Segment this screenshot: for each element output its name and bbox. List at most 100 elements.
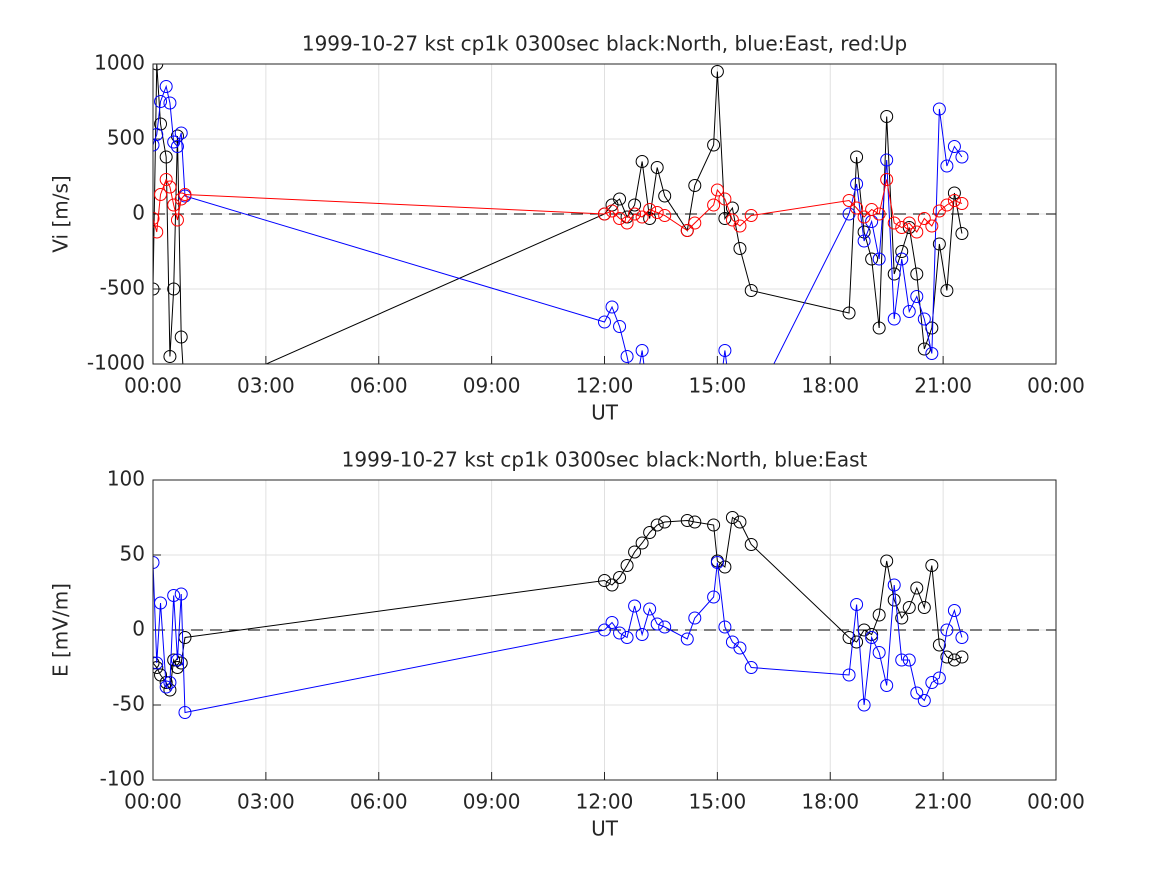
x-tick-label: 12:00 bbox=[576, 374, 634, 398]
data-point bbox=[872, 207, 886, 221]
data-point bbox=[902, 305, 916, 318]
data-point bbox=[163, 683, 177, 697]
data-point bbox=[620, 350, 634, 363]
data-point bbox=[178, 188, 192, 201]
data-point bbox=[842, 306, 856, 320]
data-point bbox=[153, 282, 160, 296]
data-point bbox=[940, 623, 954, 637]
y-tick-label: 0 bbox=[132, 617, 145, 641]
data-point bbox=[658, 620, 672, 634]
data-point bbox=[153, 656, 164, 670]
data-point bbox=[718, 560, 732, 574]
data-point bbox=[170, 213, 184, 227]
data-point bbox=[910, 225, 924, 239]
data-point bbox=[170, 140, 184, 153]
data-point bbox=[707, 138, 721, 152]
data-point bbox=[605, 204, 619, 218]
data-point bbox=[850, 150, 864, 164]
data-point bbox=[650, 206, 664, 219]
data-point bbox=[880, 110, 894, 123]
data-point bbox=[153, 128, 164, 141]
data-point bbox=[598, 315, 611, 329]
data-point bbox=[163, 180, 177, 194]
x-tick-label: 21:00 bbox=[914, 790, 972, 814]
data-point bbox=[680, 632, 694, 646]
data-point bbox=[643, 602, 657, 616]
data-point bbox=[707, 518, 721, 532]
data-point bbox=[733, 641, 747, 655]
data-point bbox=[744, 661, 758, 674]
x-tick-label: 12:00 bbox=[576, 790, 634, 814]
data-point bbox=[947, 653, 961, 667]
data-point bbox=[620, 559, 634, 572]
axes-box bbox=[152, 479, 1057, 781]
data-point bbox=[167, 282, 181, 296]
y-tick-label: -100 bbox=[100, 767, 145, 791]
data-point bbox=[955, 650, 969, 664]
data-point bbox=[598, 623, 611, 637]
data-point bbox=[628, 545, 642, 559]
data-point bbox=[688, 515, 702, 529]
data-point bbox=[153, 225, 164, 239]
data-point bbox=[159, 80, 173, 93]
data-point bbox=[605, 616, 619, 629]
data-point bbox=[947, 186, 961, 200]
axes-box bbox=[152, 63, 1057, 365]
data-point bbox=[688, 216, 702, 230]
data-point bbox=[680, 224, 694, 237]
data-point bbox=[880, 153, 894, 167]
x-tick-label: 00:00 bbox=[124, 790, 182, 814]
data-point bbox=[940, 159, 954, 173]
x-tick-label: 00:00 bbox=[1027, 374, 1085, 398]
data-point bbox=[887, 216, 901, 230]
data-point bbox=[167, 135, 181, 149]
data-point bbox=[917, 312, 931, 326]
data-point bbox=[872, 321, 886, 335]
data-point bbox=[174, 587, 188, 601]
data-point bbox=[947, 194, 961, 207]
data-point bbox=[917, 342, 931, 356]
data-point bbox=[733, 219, 747, 233]
data-point bbox=[628, 599, 642, 613]
data-point bbox=[178, 706, 192, 719]
data-point bbox=[895, 245, 909, 258]
data-point bbox=[872, 252, 886, 266]
x-axis-label: UT bbox=[591, 817, 619, 841]
data-point bbox=[910, 581, 924, 595]
series-line bbox=[153, 178, 963, 233]
data-point bbox=[718, 344, 732, 357]
data-point bbox=[865, 203, 879, 216]
data-point bbox=[895, 653, 909, 667]
data-point bbox=[658, 189, 672, 203]
x-tick-label: 09:00 bbox=[463, 790, 521, 814]
data-point bbox=[955, 150, 969, 164]
data-point bbox=[947, 604, 961, 617]
data-point bbox=[159, 680, 173, 694]
data-point bbox=[613, 571, 627, 584]
data-point bbox=[887, 593, 901, 607]
data-point bbox=[925, 347, 939, 360]
x-tick-label: 00:00 bbox=[1027, 790, 1085, 814]
data-point bbox=[932, 638, 946, 652]
data-point bbox=[910, 267, 924, 281]
series-group bbox=[153, 64, 969, 364]
data-point bbox=[159, 676, 173, 689]
data-point bbox=[598, 574, 611, 587]
y-tick-label: -1000 bbox=[87, 351, 145, 375]
data-point bbox=[910, 686, 924, 700]
data-point bbox=[940, 284, 954, 297]
data-point bbox=[688, 611, 702, 625]
y-tick-label: -500 bbox=[100, 276, 145, 300]
data-point bbox=[153, 64, 164, 71]
data-point bbox=[932, 102, 946, 116]
data-point bbox=[955, 197, 969, 210]
data-point bbox=[635, 210, 649, 224]
chart-title: 1999-10-27 kst cp1k 0300sec black:North,… bbox=[342, 448, 868, 472]
data-point bbox=[598, 207, 611, 221]
data-point bbox=[153, 656, 160, 670]
data-point bbox=[910, 290, 924, 303]
data-point bbox=[163, 350, 177, 363]
data-point bbox=[174, 192, 188, 206]
data-point bbox=[865, 252, 879, 266]
data-point bbox=[613, 192, 627, 206]
